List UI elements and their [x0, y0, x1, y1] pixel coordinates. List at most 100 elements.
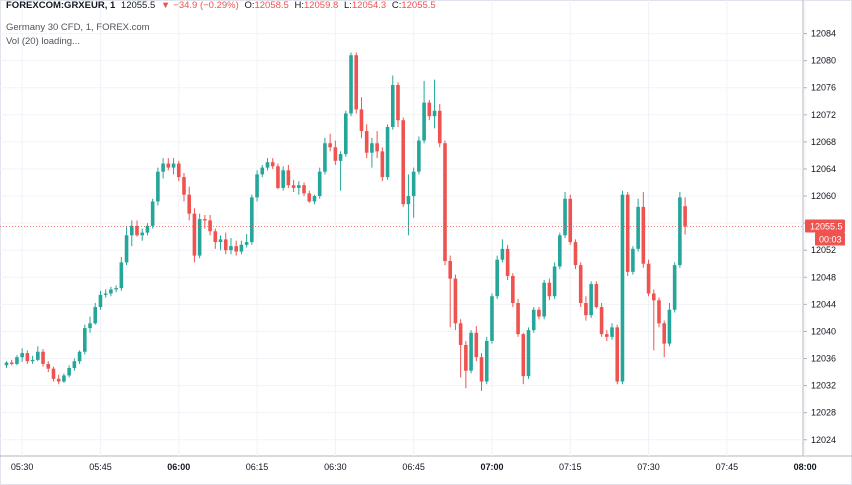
- candle-body: [302, 185, 306, 194]
- candle-body: [124, 235, 129, 263]
- candle: [4, 361, 9, 368]
- candle-body: [657, 300, 661, 324]
- candle: [683, 197, 687, 235]
- candle: [265, 158, 270, 171]
- candle: [672, 262, 677, 313]
- candle-body: [396, 85, 400, 121]
- candle: [531, 307, 536, 333]
- volume-legend[interactable]: Vol (20) loading...: [6, 36, 80, 47]
- candle: [464, 340, 468, 389]
- candle: [479, 353, 484, 392]
- price-axis[interactable]: 12024 12028 12032 12036 12040 12044 12048 12052…: [803, 29, 836, 445]
- candle-body: [620, 194, 625, 382]
- candle-body: [182, 177, 186, 195]
- x-tick-label: 07:15: [559, 462, 582, 472]
- candle-body: [333, 147, 338, 161]
- candle: [145, 223, 150, 236]
- candle: [135, 220, 139, 237]
- candle: [432, 79, 437, 129]
- candle-body: [380, 151, 385, 178]
- candle-body: [103, 293, 108, 295]
- candle: [88, 316, 92, 333]
- candle-body: [83, 328, 87, 352]
- y-tick-label: 12040: [811, 326, 836, 336]
- candle-body: [56, 378, 61, 382]
- candle: [67, 365, 71, 378]
- candle: [281, 166, 285, 191]
- candle: [213, 228, 218, 249]
- candle: [505, 244, 510, 280]
- candle-body: [437, 110, 442, 144]
- candle: [667, 303, 672, 347]
- candle: [338, 151, 343, 191]
- candle: [349, 52, 353, 117]
- candle-body: [276, 166, 280, 188]
- candle: [526, 327, 531, 379]
- last-price-label: 12055.5: [810, 222, 843, 232]
- y-tick-label: 12068: [811, 137, 836, 147]
- y-tick-label: 12052: [811, 245, 836, 255]
- candle-body: [667, 309, 672, 344]
- candle: [458, 319, 463, 378]
- candle-body: [558, 235, 562, 267]
- candle: [20, 348, 24, 362]
- x-tick-label: 05:45: [89, 462, 112, 472]
- candle: [150, 198, 155, 229]
- y-tick-label: 12036: [811, 354, 836, 364]
- candle: [323, 137, 327, 175]
- candle-body: [406, 196, 411, 205]
- candle: [641, 191, 646, 268]
- candle: [161, 158, 165, 179]
- candle-body: [678, 197, 682, 266]
- candle: [239, 240, 244, 255]
- candle-body: [307, 193, 312, 202]
- candle-body: [4, 362, 9, 366]
- candle: [297, 181, 301, 195]
- candle-body: [390, 85, 395, 127]
- time-axis[interactable]: 05:30 05:45 06:00 06:15 06:30 06:45 07:00 07:15…: [11, 462, 852, 472]
- candle-body: [631, 248, 635, 272]
- y-tick-label: 12032: [811, 381, 836, 391]
- candle-body: [161, 163, 165, 172]
- candle-body: [93, 307, 98, 324]
- candle: [563, 191, 567, 239]
- candle-body: [599, 307, 604, 335]
- candle: [558, 232, 562, 270]
- candle-body: [72, 361, 77, 368]
- candlestick-series: [4, 52, 687, 392]
- y-tick-label: 12028: [811, 408, 836, 418]
- candle-body: [145, 225, 150, 233]
- candle-body: [20, 353, 24, 358]
- candle: [234, 240, 238, 256]
- series-legend[interactable]: Germany 30 CFD, 1, FOREX.com: [6, 22, 150, 33]
- symbol-name[interactable]: FOREXCOM:GRXEUR, 1: [6, 0, 116, 11]
- candle-body: [625, 194, 630, 272]
- candle: [119, 256, 124, 291]
- candle: [589, 281, 593, 318]
- candle-body: [281, 170, 285, 188]
- candle: [375, 131, 379, 159]
- y-tick-label: 12072: [811, 110, 836, 120]
- candle: [500, 239, 505, 263]
- candle-body: [542, 282, 546, 317]
- candle-body: [129, 225, 134, 236]
- price-change: −34.9 (−0.29%): [173, 0, 239, 11]
- candle-body: [114, 288, 118, 290]
- candle-body: [511, 275, 515, 304]
- candle-body: [594, 284, 599, 308]
- last-price: 12055.5: [120, 0, 156, 11]
- candle-body: [265, 162, 270, 168]
- candle: [25, 350, 30, 364]
- candle-body: [187, 194, 191, 214]
- high-label: H:: [294, 0, 304, 11]
- candle-body: [291, 185, 296, 188]
- candle-body: [62, 375, 66, 382]
- candle: [636, 198, 640, 252]
- candle: [662, 320, 667, 358]
- candle-body: [192, 213, 197, 256]
- candle: [260, 164, 265, 178]
- candle-body: [662, 323, 667, 344]
- candle-body: [375, 143, 379, 152]
- candle: [307, 190, 312, 203]
